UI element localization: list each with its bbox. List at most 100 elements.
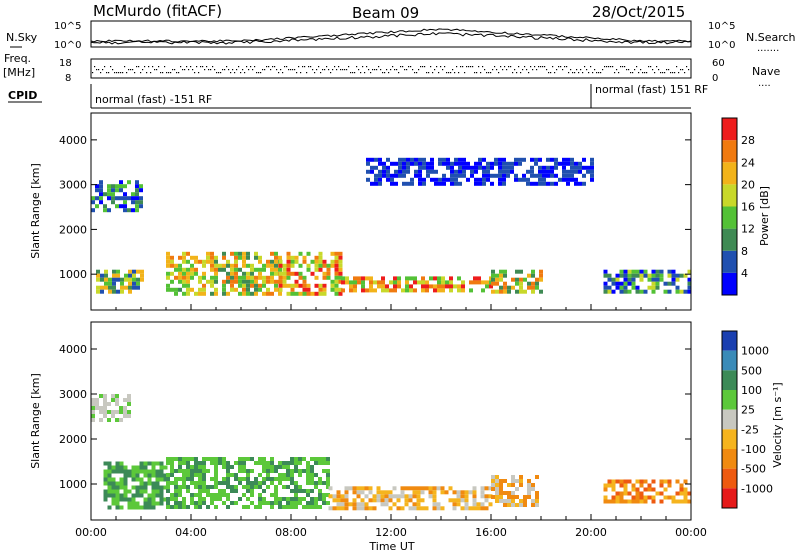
- freq-point: [602, 69, 604, 71]
- power-cell: [454, 157, 458, 162]
- velocity-cell: [246, 497, 250, 501]
- velocity-cell: [384, 502, 389, 507]
- velocity-cell: [178, 485, 182, 489]
- power-cell: [619, 269, 624, 274]
- power-cell: [270, 251, 274, 256]
- velocity-cell: [107, 489, 112, 494]
- velocity-cell: [282, 497, 286, 501]
- velocity-cell: [328, 506, 333, 511]
- power-cell: [381, 276, 385, 281]
- velocity-cell: [294, 501, 298, 505]
- velocity-cell: [404, 486, 409, 491]
- freq-point: [440, 66, 442, 68]
- power-cell: [302, 259, 307, 264]
- power-cell: [454, 161, 458, 166]
- power-cell: [214, 287, 218, 292]
- freq-point: [294, 69, 296, 71]
- power-cell: [530, 165, 534, 170]
- freq-point: [266, 66, 268, 68]
- velocity-cell: [619, 499, 624, 504]
- power-cell: [119, 184, 123, 189]
- velocity-cell: [163, 465, 168, 470]
- freq-point: [552, 66, 554, 68]
- power-cell: [338, 263, 343, 268]
- power-cell: [135, 188, 139, 193]
- velocity-colorbar-tick: -100: [741, 443, 766, 456]
- power-cell: [631, 285, 636, 290]
- power-cell: [590, 173, 594, 178]
- power-cell: [635, 289, 640, 294]
- power-cell: [127, 180, 131, 185]
- velocity-cell: [186, 469, 190, 473]
- velocity-cell: [182, 473, 186, 477]
- velocity-cell: [139, 485, 144, 490]
- power-cell: [135, 200, 139, 205]
- power-cell: [318, 283, 323, 288]
- freq-point: [254, 66, 256, 68]
- power-colorbar-tick: 12: [741, 223, 755, 236]
- velocity-cell: [298, 461, 302, 465]
- velocity-cell: [214, 497, 218, 501]
- power-cell: [503, 273, 507, 278]
- power-cell: [278, 275, 283, 280]
- freq-point: [674, 72, 676, 74]
- velocity-cell: [615, 479, 620, 484]
- velocity-cell: [210, 497, 214, 501]
- velocity-cell: [127, 505, 132, 510]
- freq-point: [476, 72, 478, 74]
- velocity-cell: [155, 477, 160, 482]
- velocity-cell: [607, 479, 612, 484]
- power-cell: [166, 283, 170, 288]
- velocity-cell: [182, 469, 186, 473]
- power-cell: [135, 192, 139, 197]
- freq-point: [224, 69, 226, 71]
- power-cell: [382, 169, 386, 174]
- velocity-cell: [314, 505, 318, 509]
- velocity-cell: [326, 473, 330, 477]
- velocity-cell: [166, 457, 170, 461]
- power-cell: [353, 276, 357, 281]
- power-cell: [278, 263, 283, 268]
- power-cell: [190, 263, 194, 268]
- velocity-cell: [202, 465, 206, 469]
- velocity-ytick-label: 4000: [59, 343, 87, 356]
- velocity-cell: [151, 497, 156, 502]
- velocity-cell: [310, 489, 314, 493]
- velocity-cell: [424, 486, 429, 491]
- freq-point: [200, 66, 202, 68]
- freq-point: [134, 72, 136, 74]
- power-cell: [413, 276, 417, 281]
- velocity-cell: [314, 457, 318, 461]
- velocity-cell: [115, 501, 120, 506]
- power-cell: [450, 165, 454, 170]
- freq-point: [148, 66, 150, 68]
- power-cell: [461, 284, 465, 289]
- velocity-colorbar-segment: [722, 350, 737, 371]
- freq-point: [398, 72, 400, 74]
- power-cell: [112, 269, 116, 274]
- power-cell: [374, 165, 378, 170]
- velocity-cell: [635, 499, 640, 504]
- velocity-cell: [155, 461, 160, 466]
- velocity-cell: [151, 505, 156, 510]
- velocity-cell: [639, 495, 644, 500]
- velocity-colorbar-segment: [722, 331, 737, 351]
- power-cell: [306, 267, 311, 272]
- power-cell: [418, 165, 422, 170]
- power-cell: [526, 181, 530, 186]
- velocity-cell: [336, 494, 341, 499]
- velocity-cell: [687, 499, 692, 504]
- velocity-cell: [115, 418, 119, 422]
- velocity-cell: [135, 501, 140, 506]
- power-cell: [286, 275, 291, 280]
- velocity-cell: [326, 457, 330, 461]
- velocity-cell: [647, 487, 652, 492]
- power-cell: [116, 273, 120, 278]
- velocity-cell: [535, 491, 539, 495]
- velocity-cell: [166, 497, 170, 501]
- velocity-cell: [290, 497, 294, 501]
- velocity-cell: [294, 469, 298, 473]
- power-cell: [421, 284, 425, 289]
- power-cell: [470, 165, 474, 170]
- freq-point: [368, 69, 370, 71]
